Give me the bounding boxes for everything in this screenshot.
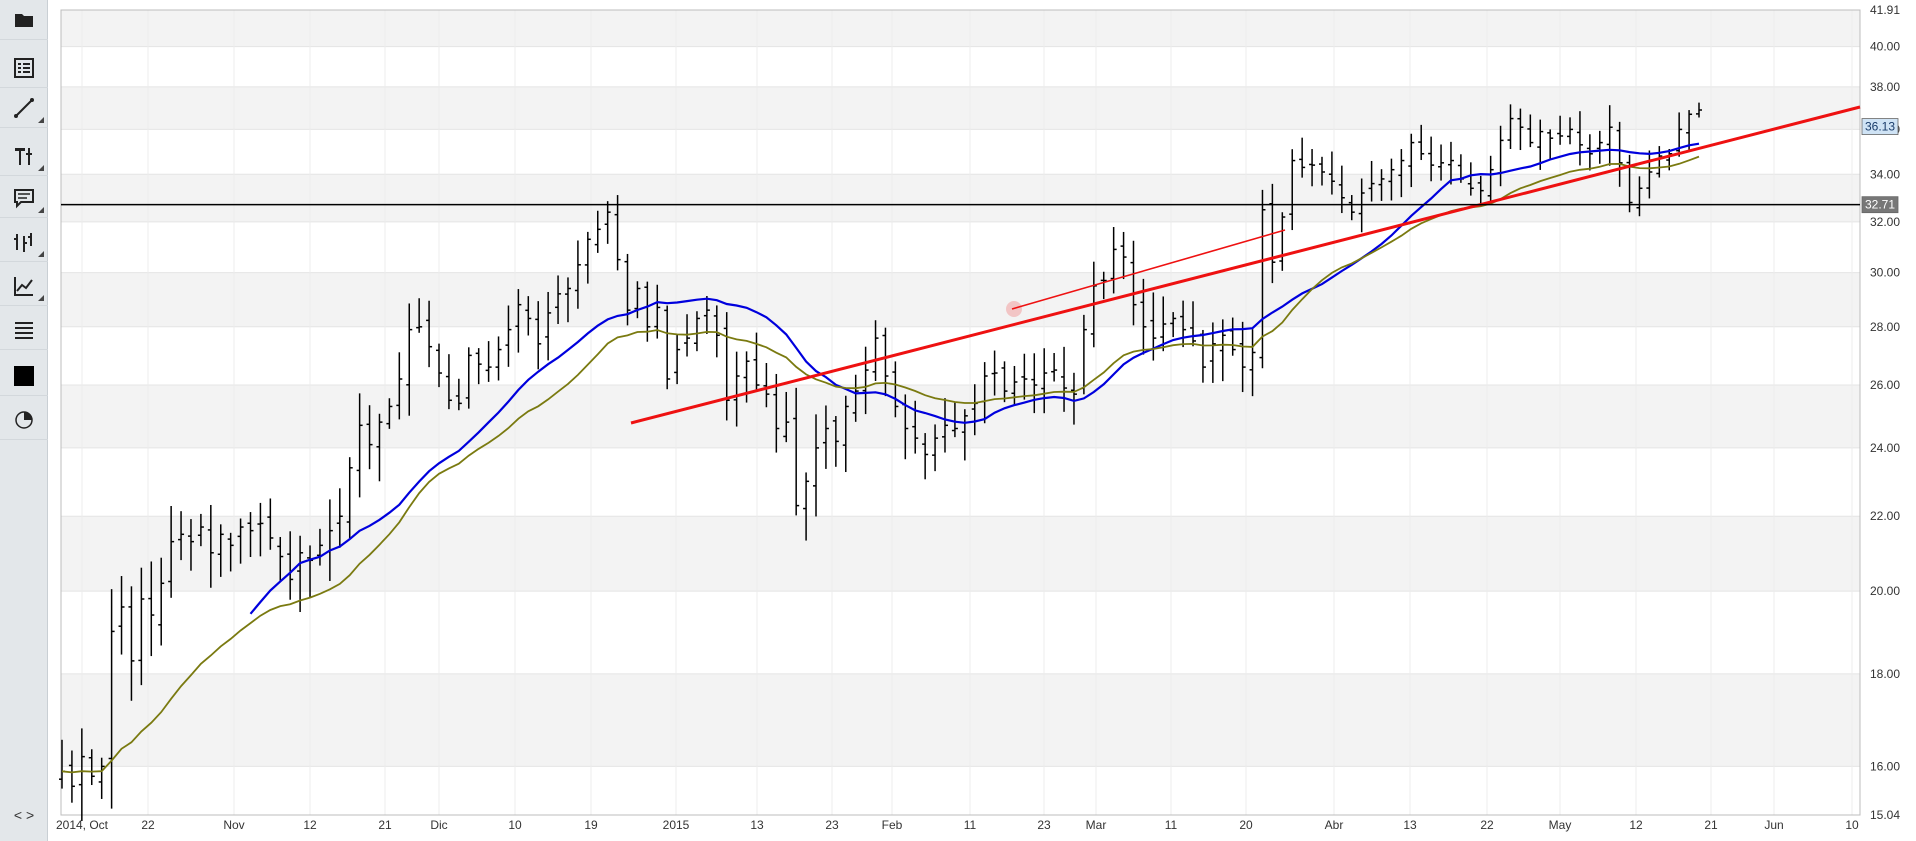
y-tick-label: 22.00 xyxy=(1870,509,1900,523)
plot-frame xyxy=(60,9,1861,816)
x-tick-label: Jun xyxy=(1764,818,1783,832)
line-chart-icon xyxy=(14,276,33,296)
y-tick-label: 26.00 xyxy=(1870,378,1900,392)
toolbar-button-black-square[interactable] xyxy=(0,356,48,396)
x-tick-label: 10 xyxy=(1845,818,1859,832)
x-tick-label: 21 xyxy=(1704,818,1718,832)
x-tick-label: 21 xyxy=(378,818,392,832)
horizontal-level-badge: 32.71 xyxy=(1865,198,1895,212)
toolbar-button-pie[interactable] xyxy=(0,400,48,440)
y-tick-label: 24.00 xyxy=(1870,441,1900,455)
x-tick-label: 22 xyxy=(1480,818,1494,832)
y-tick-label: 30.00 xyxy=(1870,266,1900,280)
last-price-badge: 36.13 xyxy=(1865,120,1895,134)
y-tick-label: 41.91 xyxy=(1870,3,1900,17)
x-tick-label: Abr xyxy=(1325,818,1344,832)
chart-area[interactable]: 2014, Oct 22 Nov 12 21 Dic 10 19 2015 13 23 Feb 11 23… xyxy=(48,0,1916,841)
toolbar-button-trendline[interactable] xyxy=(0,88,48,128)
moving-average-blue xyxy=(249,142,1700,615)
x-tick-label: 2015 xyxy=(663,818,690,832)
y-tick-label: 16.00 xyxy=(1870,759,1900,773)
x-tick-label: Nov xyxy=(223,818,244,832)
folder-icon xyxy=(15,13,33,27)
trend-line-anchor xyxy=(1006,301,1022,317)
horizontal-level-badge-box xyxy=(1861,196,1899,214)
x-tick-label: 23 xyxy=(1037,818,1051,832)
black-square-icon xyxy=(14,365,34,386)
trend-line-secondary xyxy=(1011,229,1286,310)
trendline-icon xyxy=(14,97,34,118)
x-tick-label: 12 xyxy=(1629,818,1643,832)
dropdown-corner-icon[interactable] xyxy=(38,207,44,213)
horizontal-lines-icon xyxy=(15,321,33,339)
last-price-badge-box xyxy=(1861,118,1899,135)
olive-indicator-line xyxy=(61,155,1700,774)
x-tick-label: Feb xyxy=(882,818,903,832)
y-tick-label: 20.00 xyxy=(1870,584,1900,598)
toolbar-button-text-tools[interactable] xyxy=(0,136,48,176)
grid-band xyxy=(61,10,1860,47)
text-tools-icon xyxy=(15,147,32,165)
x-tick-label: 13 xyxy=(1403,818,1417,832)
y-tick-label: 32.00 xyxy=(1870,215,1900,229)
x-tick-label: Dic xyxy=(430,818,447,832)
table-icon xyxy=(14,57,34,78)
comment-icon xyxy=(14,188,34,208)
x-tick-label: 12 xyxy=(303,818,317,832)
y-tick-label: 34.00 xyxy=(1870,167,1900,181)
dropdown-corner-icon[interactable] xyxy=(38,295,44,301)
grid-band xyxy=(61,516,1860,592)
toolbar-button-ohlc-bars[interactable] xyxy=(0,222,48,262)
toolbar-button-line-chart[interactable] xyxy=(0,266,48,306)
x-tick-label: 13 xyxy=(750,818,764,832)
y-tick-label: 38.00 xyxy=(1870,80,1900,94)
grid-band xyxy=(61,174,1860,222)
x-tick-label: 2014, Oct xyxy=(56,818,109,832)
x-tick-label: 19 xyxy=(584,818,598,832)
x-tick-label: 10 xyxy=(508,818,522,832)
trend-line-main xyxy=(630,105,1861,425)
grid-band xyxy=(61,673,1860,767)
y-tick-label: 15.04 xyxy=(1870,808,1900,822)
x-tick-label: Mar xyxy=(1086,818,1107,832)
x-tick-label: 22 xyxy=(141,818,155,832)
ohlc-bars-icon xyxy=(14,232,32,252)
x-tick-label: 20 xyxy=(1239,818,1253,832)
dropdown-corner-icon[interactable] xyxy=(38,251,44,257)
y-tick-label: 40.00 xyxy=(1870,40,1900,54)
toolbar-button-horizontal-lines[interactable] xyxy=(0,310,48,350)
toolbar-button-folder[interactable] xyxy=(0,0,48,40)
x-tick-label: 11 xyxy=(1165,818,1178,832)
x-tick-label: May xyxy=(1549,818,1572,832)
x-tick-label: 23 xyxy=(825,818,839,832)
grid-band xyxy=(61,86,1860,130)
nav-arrows-button[interactable]: < > xyxy=(13,807,35,823)
dropdown-corner-icon[interactable] xyxy=(38,117,44,123)
y-tick-label: 18.00 xyxy=(1870,667,1900,681)
drawing-toolbar xyxy=(0,0,48,841)
x-tick-label: 11 xyxy=(964,818,977,832)
price-chart[interactable]: 2014, Oct 22 Nov 12 21 Dic 10 19 2015 13 23 Feb 11 23… xyxy=(48,0,1916,841)
dropdown-corner-icon[interactable] xyxy=(38,165,44,171)
grid-band xyxy=(61,272,1860,327)
pie-icon xyxy=(15,410,33,429)
toolbar-button-comment[interactable] xyxy=(0,178,48,218)
grid-band xyxy=(61,385,1860,448)
y-tick-label: 28.00 xyxy=(1870,320,1900,334)
toolbar-button-table[interactable] xyxy=(0,48,48,88)
